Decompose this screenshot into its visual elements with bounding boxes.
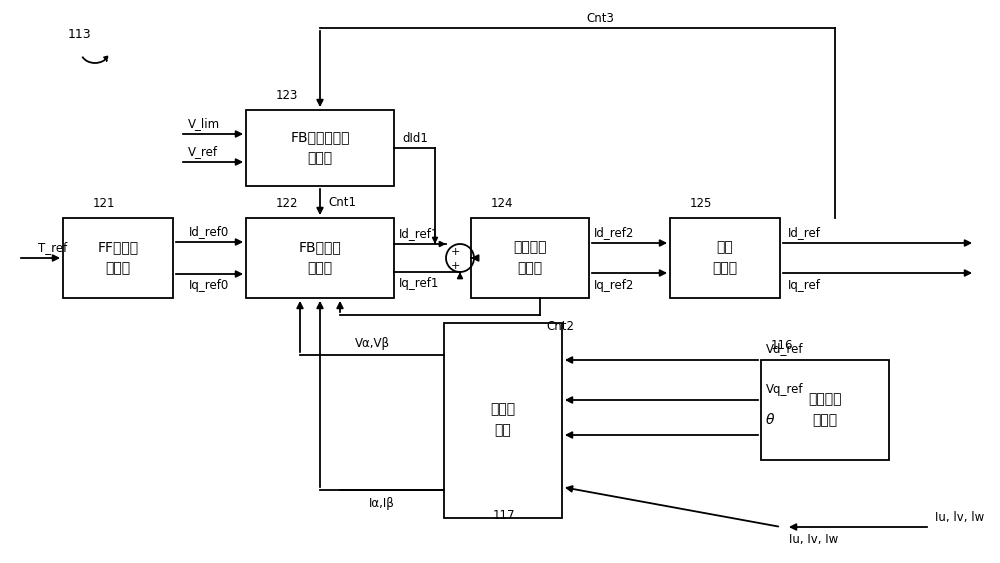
Text: 117: 117 — [493, 509, 516, 522]
Bar — [63, 218, 173, 298]
Bar — [246, 110, 394, 186]
Text: Iu, Iv, Iw: Iu, Iv, Iw — [789, 534, 838, 547]
Text: Cnt1: Cnt1 — [328, 195, 356, 208]
Text: 124: 124 — [491, 197, 514, 210]
Text: 121: 121 — [93, 197, 116, 210]
Text: Iq_ref: Iq_ref — [788, 279, 821, 292]
Text: Vd_ref: Vd_ref — [766, 342, 804, 355]
Text: 电流
调节部: 电流 调节部 — [712, 241, 738, 275]
Text: Id_ref: Id_ref — [788, 226, 821, 239]
Text: 125: 125 — [690, 197, 712, 210]
Text: 123: 123 — [276, 89, 298, 102]
Text: V_ref: V_ref — [188, 145, 218, 159]
Text: Cnt2: Cnt2 — [546, 320, 574, 333]
Text: Iu, lv, lw: Iu, lv, lw — [935, 511, 984, 524]
Text: +: + — [450, 247, 460, 257]
Text: θ: θ — [766, 413, 774, 427]
Text: 磁极位置
检测部: 磁极位置 检测部 — [808, 393, 842, 427]
Text: FF型节能
运算部: FF型节能 运算部 — [97, 241, 139, 275]
Bar — [670, 218, 780, 298]
Bar — [444, 323, 562, 517]
Text: Cnt3: Cnt3 — [586, 11, 614, 25]
Text: Vq_ref: Vq_ref — [766, 382, 804, 395]
Text: 116: 116 — [771, 339, 794, 352]
Text: Iq_ref1: Iq_ref1 — [399, 278, 439, 291]
Bar — [246, 218, 394, 298]
Text: FB型节能
运算部: FB型节能 运算部 — [299, 241, 341, 275]
Text: 113: 113 — [68, 28, 92, 41]
Text: 探测信号
叠加部: 探测信号 叠加部 — [513, 241, 547, 275]
Text: Iq_ref2: Iq_ref2 — [594, 279, 634, 292]
Text: T_ref: T_ref — [38, 242, 67, 254]
Text: FB型恒定输出
运算部: FB型恒定输出 运算部 — [290, 131, 350, 166]
Bar — [471, 218, 589, 298]
Text: +: + — [450, 261, 460, 271]
Text: Id_ref1: Id_ref1 — [399, 227, 439, 240]
Text: Iq_ref0: Iq_ref0 — [189, 279, 229, 293]
Text: Vα,Vβ: Vα,Vβ — [354, 337, 390, 350]
Text: V_lim: V_lim — [188, 118, 220, 131]
Text: 坐标转
换部: 坐标转 换部 — [490, 403, 516, 437]
Bar — [761, 360, 889, 460]
Text: Id_ref0: Id_ref0 — [189, 226, 229, 239]
Text: dId1: dId1 — [402, 132, 428, 145]
Text: Id_ref2: Id_ref2 — [594, 226, 634, 239]
Text: Iα,Iβ: Iα,Iβ — [369, 498, 395, 511]
Text: 122: 122 — [276, 197, 298, 210]
